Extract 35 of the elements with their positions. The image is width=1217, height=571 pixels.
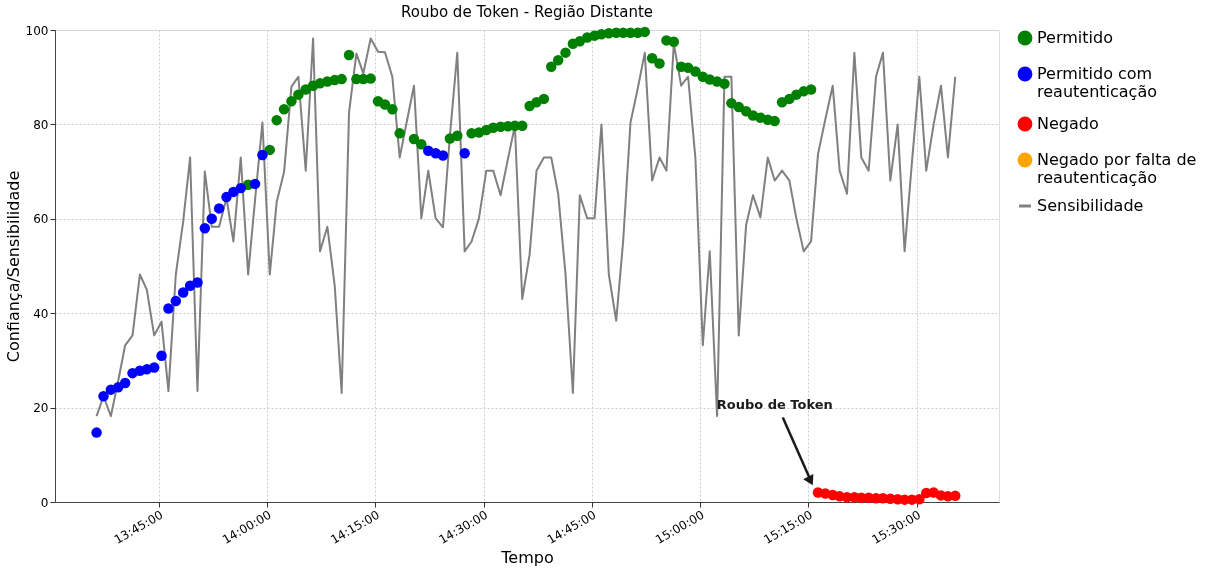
point (98, 391, 109, 402)
y-tick-label: 100 (25, 23, 49, 38)
annotation: Roubo de Token (716, 397, 833, 413)
point (257, 149, 268, 161)
point (437, 150, 449, 161)
point (249, 178, 261, 190)
y-tick-label: 60 (33, 212, 49, 227)
point (950, 490, 961, 502)
point (119, 377, 131, 389)
point (177, 287, 189, 298)
y-axis-title: Confiança/Sensibilidade (3, 170, 23, 363)
y-tick-label: 80 (33, 117, 49, 132)
point (459, 147, 470, 159)
y-tick-label: 20 (33, 401, 49, 416)
point (163, 303, 174, 314)
point (148, 362, 160, 373)
point (156, 350, 167, 361)
point (914, 493, 925, 505)
point (91, 427, 102, 438)
point (170, 295, 182, 307)
line-series (95, 37, 957, 418)
point (235, 182, 247, 194)
legend-label: Negado por falta de reautenticação (1037, 150, 1197, 187)
point (213, 203, 225, 214)
point (199, 223, 211, 234)
chart-title: Roubo de Token - Região Distante (400, 3, 654, 21)
point (192, 277, 203, 288)
legend-label: Negado (1037, 114, 1099, 133)
y-tick-label: 0 (40, 495, 49, 510)
x-axis-title: Tempo (500, 547, 554, 567)
legend-label: Sensibilidade (1037, 196, 1144, 215)
y-tick-label: 40 (33, 306, 49, 321)
legend-label: Permitido (1037, 28, 1113, 47)
point (206, 213, 217, 225)
legend-label: Permitido com reautenticação (1037, 64, 1157, 101)
